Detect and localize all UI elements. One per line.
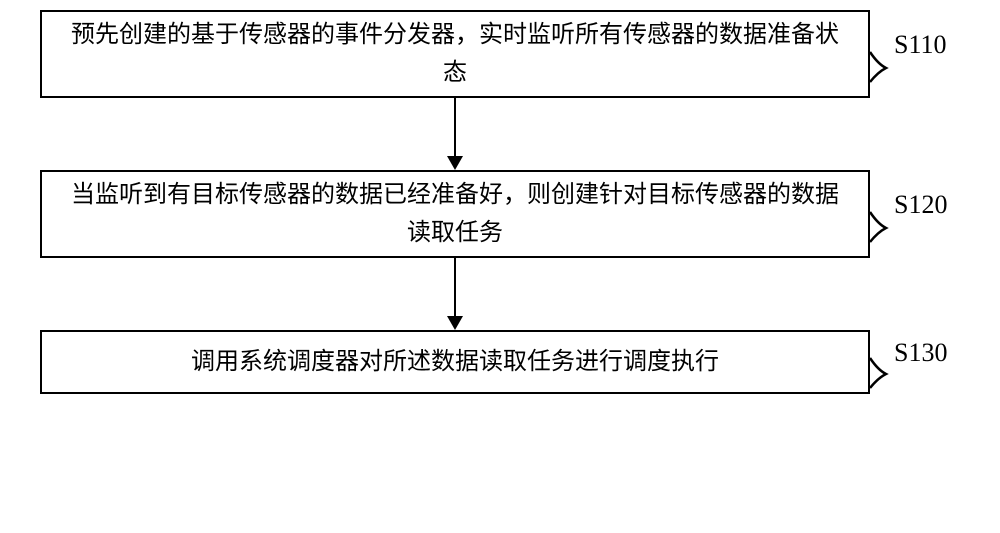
arrow-head-1 <box>447 156 463 170</box>
step-row-s130: 调用系统调度器对所述数据读取任务进行调度执行 S130 <box>40 330 960 394</box>
arrow-s110-s120 <box>40 98 870 170</box>
step-row-s120: 当监听到有目标传感器的数据已经准备好，则创建针对目标传感器的数据读取任务 S12… <box>40 170 960 258</box>
flowchart-container: 预先创建的基于传感器的事件分发器，实时监听所有传感器的数据准备状态 S110 当… <box>40 10 960 394</box>
step-row-s110: 预先创建的基于传感器的事件分发器，实时监听所有传感器的数据准备状态 S110 <box>40 10 960 98</box>
arrow-s120-s130 <box>40 258 870 330</box>
step-label-s120: S120 <box>894 190 947 220</box>
step-text-s120: 当监听到有目标传感器的数据已经准备好，则创建针对目标传感器的数据读取任务 <box>62 176 848 253</box>
step-box-s110: 预先创建的基于传感器的事件分发器，实时监听所有传感器的数据准备状态 <box>40 10 870 98</box>
arrow-head-2 <box>447 316 463 330</box>
step-label-s110: S110 <box>894 30 947 60</box>
arrow-line-1 <box>454 98 456 156</box>
step-text-s110: 预先创建的基于传感器的事件分发器，实时监听所有传感器的数据准备状态 <box>62 16 848 93</box>
arrow-line-2 <box>454 258 456 316</box>
step-box-s120: 当监听到有目标传感器的数据已经准备好，则创建针对目标传感器的数据读取任务 <box>40 170 870 258</box>
step-box-s130: 调用系统调度器对所述数据读取任务进行调度执行 <box>40 330 870 394</box>
step-label-s130: S130 <box>894 338 947 368</box>
step-text-s130: 调用系统调度器对所述数据读取任务进行调度执行 <box>191 343 719 381</box>
